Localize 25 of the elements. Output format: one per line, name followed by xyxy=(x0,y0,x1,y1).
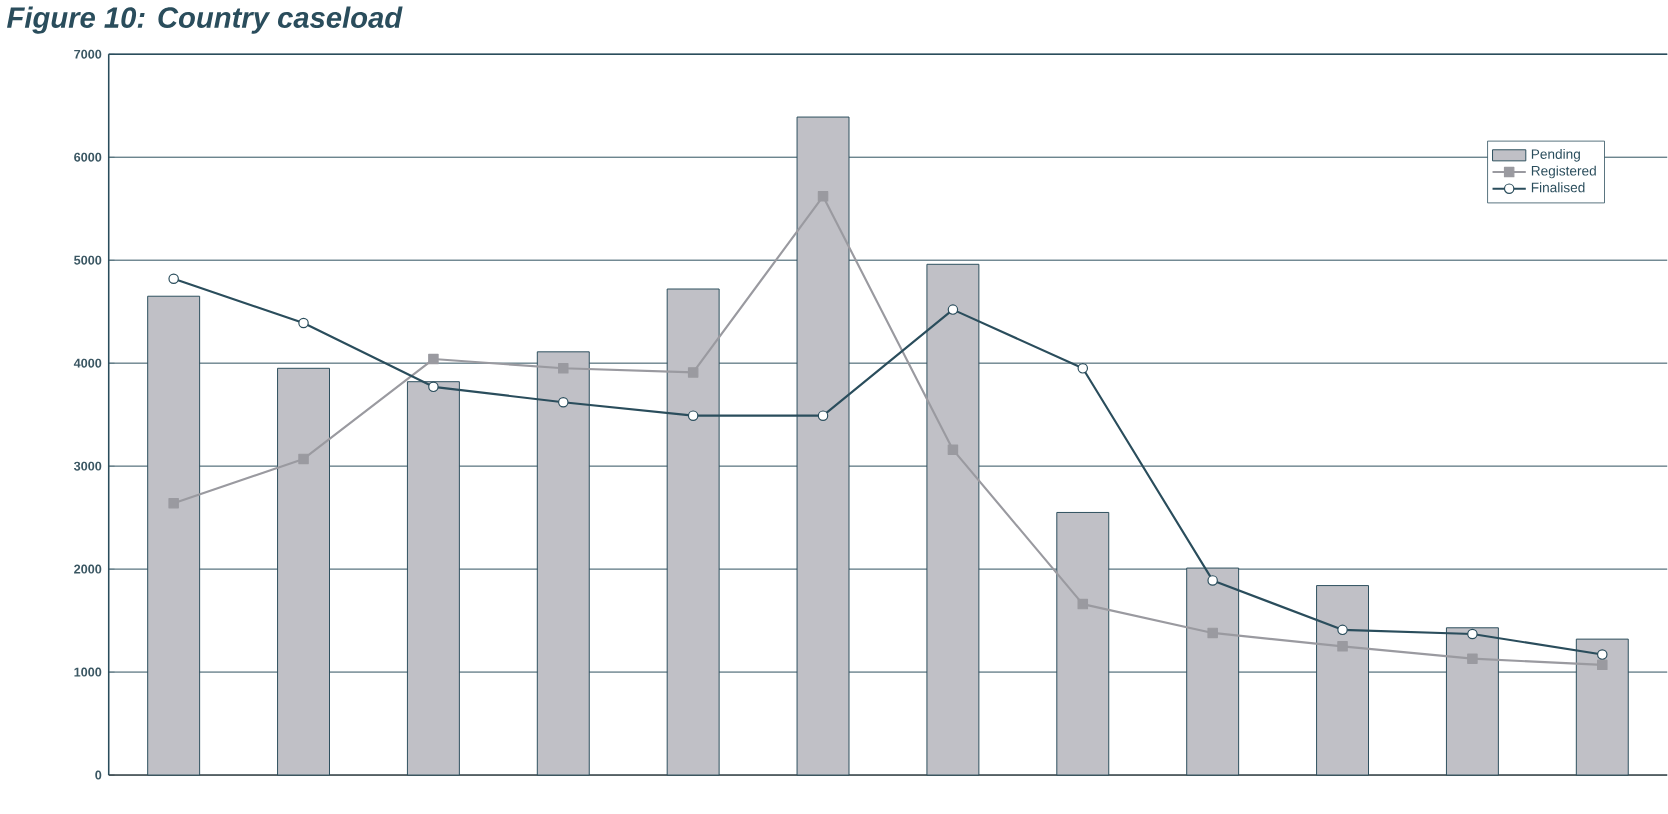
point xyxy=(168,497,179,509)
point xyxy=(1467,653,1478,664)
point xyxy=(947,304,959,315)
point xyxy=(817,410,829,421)
point xyxy=(1337,624,1348,636)
point xyxy=(428,381,439,393)
point xyxy=(168,273,179,284)
point xyxy=(1207,627,1218,639)
point xyxy=(558,397,569,408)
point xyxy=(298,453,309,465)
point xyxy=(817,191,829,202)
point xyxy=(687,410,699,421)
point xyxy=(1077,363,1089,374)
point xyxy=(558,363,569,374)
point xyxy=(428,353,439,365)
point xyxy=(947,444,959,455)
point xyxy=(1467,628,1478,640)
point xyxy=(298,317,309,329)
chart-title: Figure 10: Country caseload xyxy=(7,6,403,34)
point xyxy=(687,367,699,378)
point xyxy=(1597,649,1608,660)
point xyxy=(1597,659,1608,671)
point xyxy=(1077,598,1089,610)
point xyxy=(1337,641,1348,652)
point xyxy=(1207,575,1218,586)
